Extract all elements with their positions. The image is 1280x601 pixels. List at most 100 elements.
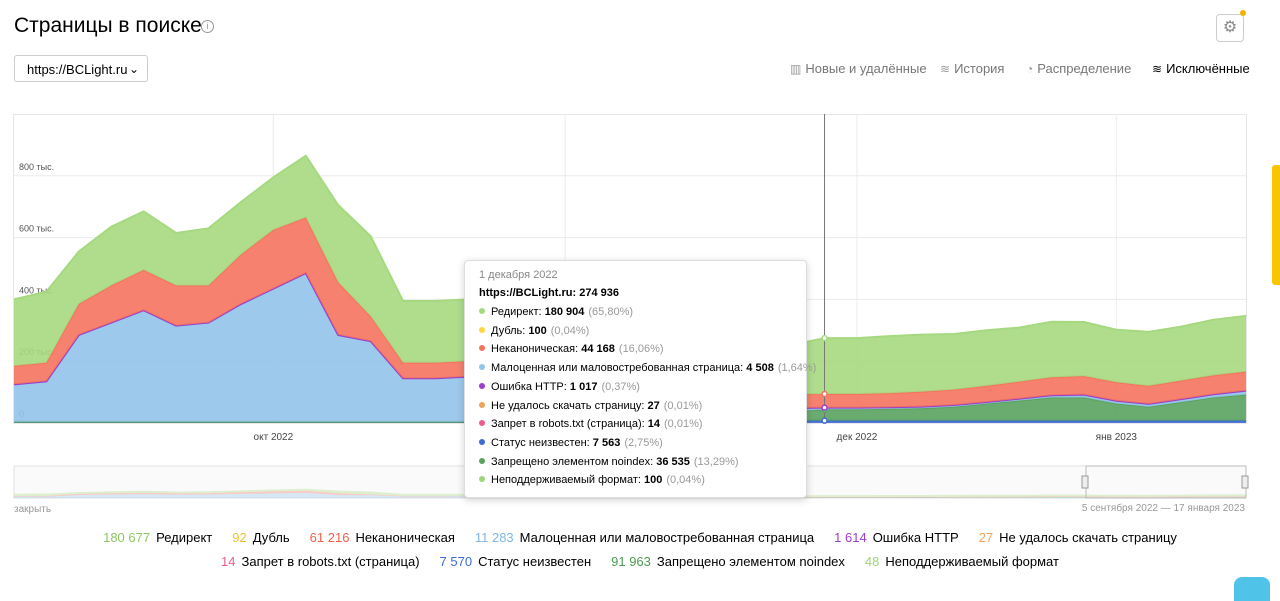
legend-count: 92 bbox=[232, 530, 246, 545]
navigator-left-handle[interactable] bbox=[1082, 476, 1088, 488]
x-tick-label: дек 2022 bbox=[837, 432, 878, 443]
tooltip-row-value: 100 bbox=[644, 474, 662, 486]
tooltip-row-percent: (1,64%) bbox=[778, 362, 817, 374]
tooltip-dot-icon bbox=[479, 439, 485, 445]
tooltip-row-value: 7 563 bbox=[593, 437, 621, 449]
x-tick-label: окт 2022 bbox=[254, 432, 294, 443]
tooltip-total: https://BCLight.ru: 274 936 bbox=[479, 287, 619, 299]
legend-item[interactable]: 91 963 Запрещено элементом noindex bbox=[611, 554, 845, 569]
tooltip-row-percent: (2,75%) bbox=[624, 437, 663, 449]
tooltip-row-value: 27 bbox=[648, 400, 660, 412]
legend-item[interactable]: 92 Дубль bbox=[232, 530, 289, 545]
tooltip-row-percent: (65,80%) bbox=[588, 306, 633, 318]
legend-item[interactable]: 14 Запрет в robots.txt (страница) bbox=[221, 554, 419, 569]
y-tick-label: 800 тыс. bbox=[19, 162, 54, 172]
tooltip-row-label: Запрет в robots.txt (страница): bbox=[491, 418, 645, 430]
tooltip-row: Неподдерживаемый формат: 100 (0,04%) bbox=[479, 474, 705, 486]
legend-label: Малоценная или маловостребованная страни… bbox=[520, 530, 814, 545]
crosshair-point bbox=[822, 418, 827, 423]
tooltip-total-value: 274 936 bbox=[579, 287, 619, 299]
tooltip-row-label: Неподдерживаемый формат: bbox=[491, 474, 641, 486]
tooltip-row: Редирект: 180 904(65,80%) bbox=[479, 306, 633, 318]
navigator-range: 5 сентября 2022 — 17 января 2023 bbox=[1082, 503, 1245, 514]
tooltip-dot-icon bbox=[479, 308, 485, 314]
tooltip-row-value: 36 535 bbox=[656, 456, 690, 468]
tooltip-row-value: 1 017 bbox=[570, 381, 598, 393]
tooltip-row: Не удалось скачать страницу: 27 (0,01%) bbox=[479, 400, 702, 412]
tooltip-dot-icon bbox=[479, 383, 485, 389]
tooltip-row-label: Малоценная или маловостребованная страни… bbox=[491, 362, 743, 374]
tooltip-dot-icon bbox=[479, 420, 485, 426]
tooltip-row: Запрещено элементом noindex: 36 535 (13,2… bbox=[479, 456, 739, 468]
tooltip-row-percent: (13,29%) bbox=[694, 456, 739, 468]
crosshair-point bbox=[822, 336, 827, 341]
y-tick-label: 600 тыс. bbox=[19, 224, 54, 234]
tooltip-date: 1 декабря 2022 bbox=[479, 269, 558, 281]
tooltip-dot-icon bbox=[479, 458, 485, 464]
tooltip-row: Ошибка HTTP: 1 017(0,37%) bbox=[479, 381, 640, 393]
legend-label: Неканоническая bbox=[355, 530, 454, 545]
legend-label: Статус неизвестен bbox=[478, 554, 591, 569]
tooltip-row-label: Редирект: bbox=[491, 306, 542, 318]
navigator-close-link[interactable]: закрыть bbox=[14, 504, 51, 515]
tooltip-dot-icon bbox=[479, 364, 485, 370]
legend-row-2: 14 Запрет в robots.txt (страница) 7 570 Ста… bbox=[0, 554, 1280, 569]
tooltip-row-label: Дубль: bbox=[491, 325, 525, 337]
x-tick-label: янв 2023 bbox=[1096, 432, 1138, 443]
chart-tooltip: 1 декабря 2022 https://BCLight.ru: 274 9… bbox=[464, 260, 807, 498]
legend-count: 48 bbox=[865, 554, 879, 569]
legend-count: 27 bbox=[979, 530, 993, 545]
legend-label: Дубль bbox=[253, 530, 290, 545]
tooltip-row-value: 100 bbox=[528, 325, 546, 337]
tooltip-row-value: 4 508 bbox=[746, 362, 774, 374]
legend-item[interactable]: 48 Неподдерживаемый формат bbox=[865, 554, 1059, 569]
tooltip-row-label: Статус неизвестен: bbox=[491, 437, 590, 449]
legend-count: 14 bbox=[221, 554, 235, 569]
legend-count: 7 570 bbox=[440, 554, 473, 569]
tooltip-row-value: 180 904 bbox=[545, 306, 585, 318]
legend-item[interactable]: 61 216 Неканоническая bbox=[310, 530, 455, 545]
tooltip-row-percent: (0,04%) bbox=[666, 474, 705, 486]
legend-label: Ошибка HTTP bbox=[873, 530, 959, 545]
tooltip-row-label: Ошибка HTTP: bbox=[491, 381, 567, 393]
feedback-side-tab[interactable] bbox=[1272, 165, 1280, 285]
legend-count: 61 216 bbox=[310, 530, 350, 545]
tooltip-dot-icon bbox=[479, 402, 485, 408]
legend-label: Неподдерживаемый формат bbox=[885, 554, 1059, 569]
tooltip-host: https://BCLight.ru: bbox=[479, 287, 576, 299]
legend-label: Запрещено элементом noindex bbox=[657, 554, 845, 569]
legend-count: 91 963 bbox=[611, 554, 651, 569]
tooltip-row: Дубль: 100 (0,04%) bbox=[479, 325, 589, 337]
tooltip-row-percent: (0,01%) bbox=[664, 400, 703, 412]
tooltip-dot-icon bbox=[479, 476, 485, 482]
tooltip-row: Статус неизвестен: 7 563(2,75%) bbox=[479, 437, 663, 449]
tooltip-row-value: 14 bbox=[648, 418, 660, 430]
tooltip-row-percent: (0,04%) bbox=[551, 325, 590, 337]
tooltip-row-percent: (0,37%) bbox=[601, 381, 640, 393]
legend-item[interactable]: 7 570 Статус неизвестен bbox=[440, 554, 592, 569]
tooltip-row: Неканоническая: 44 168 (16,06%) bbox=[479, 343, 664, 355]
tooltip-row-label: Не удалось скачать страницу: bbox=[491, 400, 644, 412]
crosshair-point bbox=[822, 392, 827, 397]
tooltip-row-value: 44 168 bbox=[581, 343, 615, 355]
tooltip-row-percent: (16,06%) bbox=[619, 343, 664, 355]
legend-label: Запрет в robots.txt (страница) bbox=[242, 554, 420, 569]
tooltip-dot-icon bbox=[479, 327, 485, 333]
legend-item[interactable]: 11 283 Малоценная или маловостребованная … bbox=[475, 530, 814, 545]
tooltip-dot-icon bbox=[479, 345, 485, 351]
tooltip-row-label: Запрещено элементом noindex: bbox=[491, 456, 653, 468]
legend-count: 1 614 bbox=[834, 530, 867, 545]
crosshair-point bbox=[822, 405, 827, 410]
legend-item[interactable]: 1 614 Ошибка HTTP bbox=[834, 530, 959, 545]
tooltip-row-label: Неканоническая: bbox=[491, 343, 578, 355]
navigator-right-handle[interactable] bbox=[1242, 476, 1248, 488]
legend-count: 11 283 bbox=[475, 530, 514, 545]
tooltip-row: Запрет в robots.txt (страница): 14 (0,01%… bbox=[479, 418, 703, 430]
tooltip-row-percent: (0,01%) bbox=[664, 418, 703, 430]
legend-count: 180 677 bbox=[103, 530, 150, 545]
tooltip-row: Малоценная или маловостребованная страни… bbox=[479, 362, 816, 374]
chat-button[interactable] bbox=[1234, 577, 1270, 601]
